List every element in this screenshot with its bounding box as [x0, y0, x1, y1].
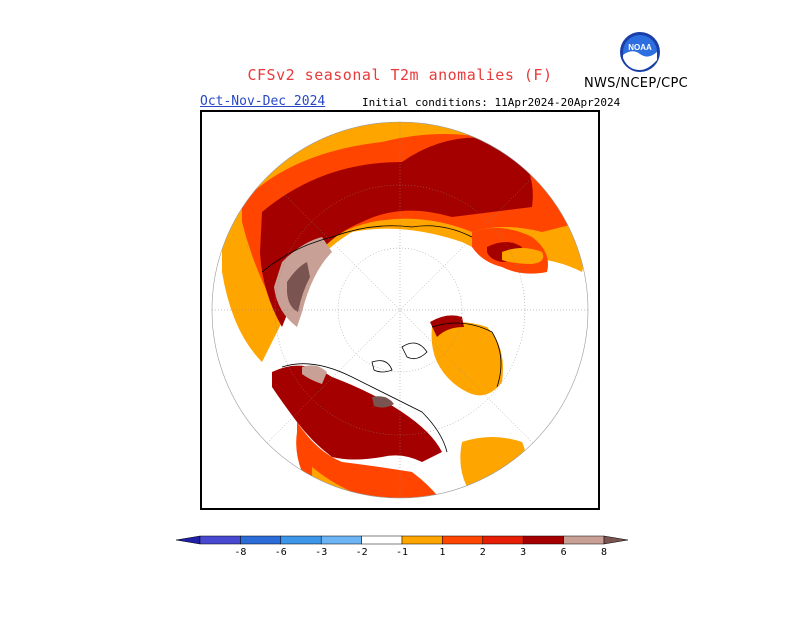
colorbar-tick-label: 2 — [480, 547, 486, 558]
colorbar-tick-label: -6 — [275, 547, 287, 558]
colorbar-tick-label: -1 — [396, 547, 408, 558]
colorbar-swatch — [482, 535, 524, 545]
colorbar-swatch — [280, 535, 322, 545]
colorbar-arrow-left — [175, 535, 201, 545]
colorbar-tick-label: -8 — [234, 547, 246, 558]
anomaly-3-6-region-greenland — [430, 315, 464, 337]
anomaly-1-2-region-greenland — [431, 322, 503, 396]
coastlines — [261, 225, 502, 453]
colorbar-tick-label: 8 — [601, 547, 607, 558]
colorbar-swatch — [442, 535, 484, 545]
colorbar-swatch — [199, 535, 241, 545]
map-canvas — [211, 121, 589, 499]
season-label: Oct-Nov-Dec 2024 — [200, 94, 326, 109]
colorbar-swatch — [563, 535, 605, 545]
colorbar-swatch — [240, 535, 282, 545]
anomaly-3-6-region-america — [272, 365, 442, 462]
anomaly-gt8-region-north — [287, 262, 310, 312]
anomaly-3-6-region-north — [260, 137, 533, 327]
colorbar-swatch — [361, 535, 403, 545]
agency-label: NWS/NCEP/CPC — [584, 76, 689, 91]
initial-conditions-label: Initial conditions: 11Apr2024-20Apr2024 — [362, 96, 621, 109]
graticule — [212, 122, 588, 498]
colorbar-tick-label: 1 — [439, 547, 445, 558]
colorbar-arrow-right — [603, 535, 629, 545]
colorbar-tick-label: 6 — [561, 547, 567, 558]
anomaly-6-8-region-canada — [302, 365, 327, 384]
map-title: CFSv2 seasonal T2m anomalies (F) — [247, 66, 553, 84]
svg-text:NOAA: NOAA — [628, 43, 652, 52]
anomaly-gt8-region-canada — [372, 396, 394, 408]
colorbar-tick-label: -2 — [356, 547, 368, 558]
colorbar-tick-label: 3 — [520, 547, 526, 558]
polar-map — [200, 110, 600, 510]
colorbar-tick-label: -3 — [315, 547, 327, 558]
anomaly-1-2-region-europe — [502, 248, 544, 264]
colorbar-swatch — [320, 535, 362, 545]
noaa-logo: NOAA — [618, 30, 662, 78]
colorbar: -8 -6 -3 -2 -1 1 2 3 6 8 — [170, 530, 630, 570]
colorbar-swatch — [401, 535, 443, 545]
anomaly-1-2-region-atlantic — [460, 437, 526, 491]
colorbar-swatch — [522, 535, 564, 545]
